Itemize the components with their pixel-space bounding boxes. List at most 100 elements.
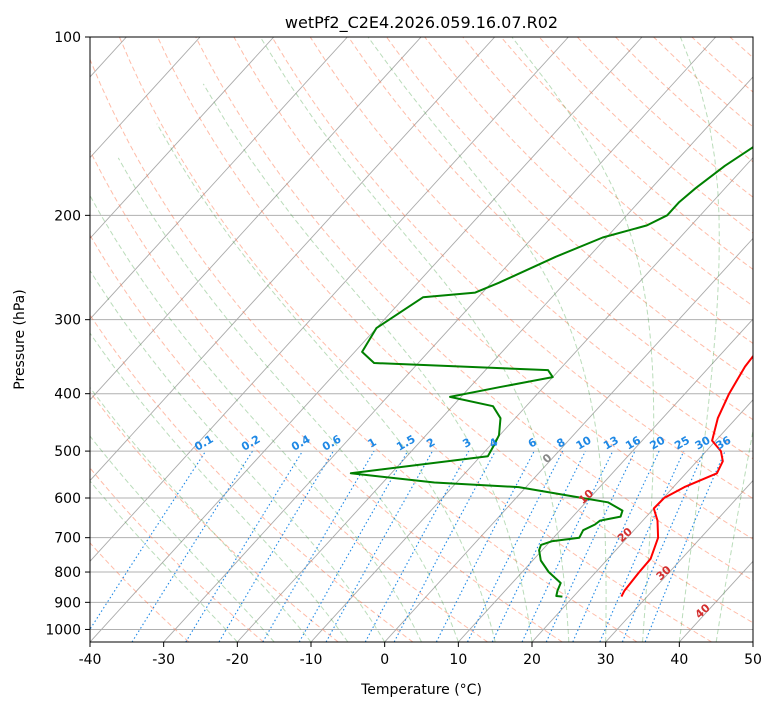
- dry-adiabat: [729, 37, 753, 59]
- moist-adiabat: [90, 194, 422, 642]
- isotherm-gridline: [605, 479, 753, 642]
- plot-frame: [89, 36, 754, 643]
- x-tick-label: 40: [670, 652, 688, 668]
- mixing-ratio-line: [364, 450, 470, 642]
- moist-adiabat: [511, 37, 655, 642]
- isotherm-gridline: [90, 37, 348, 320]
- dry-adiabat: [462, 37, 753, 307]
- isotherm-label: 20: [615, 525, 635, 545]
- dry-adiabat: [233, 37, 753, 540]
- x-tick-label: -30: [152, 652, 175, 668]
- dry-adiabat: [424, 37, 753, 344]
- isotherm-gridline: [310, 156, 753, 642]
- temperature-profile: [620, 354, 753, 598]
- mixing-ratio-label: 0.6: [320, 432, 344, 453]
- dry-adiabat: [691, 37, 753, 93]
- dry-adiabat: [90, 149, 563, 642]
- moist-adiabat: [259, 37, 570, 642]
- y-tick-label: 800: [54, 565, 81, 581]
- x-tick-label: -10: [300, 652, 323, 668]
- y-tick-label: 700: [54, 531, 81, 547]
- moist-adiabat: [156, 123, 496, 642]
- moist-adiabat: [90, 332, 349, 642]
- chart-title: wetPf2_C2E4.2026.059.16.07.R02: [285, 13, 558, 33]
- dry-adiabat: [386, 37, 753, 382]
- isotherm-gridline: [90, 37, 643, 642]
- mixing-ratio-label: 6: [526, 435, 539, 450]
- mixing-ratio-label: 3: [460, 436, 473, 451]
- isotherm-gridline: [384, 237, 753, 642]
- y-tick-label: 100: [54, 30, 81, 46]
- mixing-ratio-line: [325, 450, 433, 642]
- mixing-ratio-line: [644, 450, 726, 642]
- isotherm-label: 40: [693, 601, 713, 621]
- y-tick-label: 200: [54, 208, 81, 224]
- mixing-ratio-label: 16: [623, 433, 643, 452]
- mixing-ratio-line: [262, 450, 375, 642]
- dry-adiabat: [90, 313, 414, 642]
- moist-adiabat: [367, 37, 607, 642]
- x-tick-label: 50: [744, 652, 762, 668]
- isotherm-gridline: [531, 399, 753, 642]
- moist-adiabat: [90, 386, 312, 642]
- isotherm-gridline: [90, 37, 569, 562]
- x-tick-label: 10: [449, 652, 467, 668]
- mixing-ratio-line: [599, 450, 685, 642]
- moist-adiabat: [90, 435, 275, 642]
- dry-adiabat: [195, 37, 753, 582]
- dry-adiabat: [118, 37, 712, 642]
- dewpoint-profile: [349, 145, 753, 598]
- y-tick-label: 400: [54, 387, 81, 403]
- isotherm-label: 30: [654, 563, 674, 583]
- mixing-ratio-line: [185, 450, 304, 642]
- isotherm-gridline: [237, 76, 753, 642]
- x-tick-label: -40: [79, 652, 102, 668]
- isotherm-gridline: [90, 37, 496, 482]
- x-axis-label: Temperature (°C): [360, 682, 482, 698]
- x-tick-label: 20: [523, 652, 541, 668]
- isotherm-gridline: [90, 37, 201, 159]
- moist-adiabat: [678, 37, 720, 642]
- mixing-ratio-line: [545, 450, 636, 642]
- isotherm-gridline: [163, 37, 717, 642]
- dry-adiabat: [615, 37, 753, 163]
- dry-adiabat: [90, 58, 638, 642]
- mixing-ratio-label: 25: [672, 434, 692, 453]
- moist-adiabat: [715, 427, 753, 642]
- isotherm-gridline: [90, 37, 422, 401]
- dry-adiabat: [90, 467, 264, 642]
- mixing-ratio-line: [131, 450, 254, 642]
- y-tick-label: 600: [54, 491, 81, 507]
- dry-adiabat: [157, 37, 753, 624]
- mixing-ratio-label: 20: [648, 433, 668, 452]
- mixing-ratio-label: 10: [574, 433, 594, 452]
- y-axis-label: Pressure (hPa): [12, 289, 28, 389]
- mixing-ratio-label: 36: [713, 433, 733, 452]
- dry-adiabat: [576, 37, 753, 198]
- mixing-ratio-line: [491, 450, 586, 642]
- moist-adiabat: [202, 83, 533, 642]
- mixing-ratio-label: 1: [366, 436, 379, 451]
- moist-adiabat: [90, 480, 238, 642]
- mixing-ratio-line: [621, 450, 705, 642]
- mixing-ratio-line: [218, 450, 334, 642]
- x-tick-label: -20: [226, 652, 249, 668]
- y-tick-label: 900: [54, 595, 81, 611]
- mixing-ratio-line: [572, 450, 660, 642]
- isotherm-gridline: [458, 318, 753, 642]
- dry-adiabat: [90, 391, 339, 642]
- y-tick-label: 500: [54, 444, 81, 460]
- moist-adiabat: [90, 269, 386, 642]
- dry-adiabat: [271, 37, 753, 500]
- isotherm-gridline: [752, 641, 753, 642]
- mixing-ratio-label: 0.4: [289, 432, 313, 453]
- mixing-ratio-label: 0.1: [192, 433, 215, 454]
- mixing-ratio-line: [467, 450, 564, 642]
- dry-adiabat: [309, 37, 753, 460]
- mixing-ratio-label: 30: [693, 433, 713, 452]
- mixing-ratio-line: [393, 450, 496, 642]
- y-tick-label: 300: [54, 313, 81, 329]
- x-tick-label: 0: [380, 652, 389, 668]
- y-tick-label: 1000: [45, 622, 81, 638]
